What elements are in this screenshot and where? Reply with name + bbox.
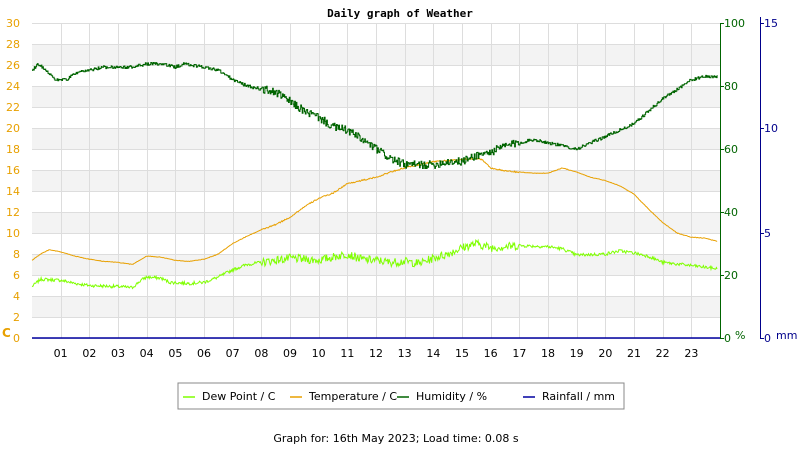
y-tick-label-temperature: 16 xyxy=(6,164,20,177)
legend-box xyxy=(177,382,625,410)
y-tick-label-temperature: 20 xyxy=(6,122,20,135)
y-tick-label-temperature: 30 xyxy=(6,17,20,30)
x-tick-label: 01 xyxy=(54,347,68,360)
x-tick-label: 18 xyxy=(541,347,555,360)
y-tick-label-humidity: 40 xyxy=(724,206,738,219)
footer-text: Graph for: 16th May 2023; Load time: 0.0… xyxy=(273,432,519,445)
x-tick-label: 12 xyxy=(369,347,383,360)
legend: Dew Point / C Temperature / C Humidity / %… xyxy=(177,382,625,410)
chart-title: Daily graph of Weather xyxy=(327,7,473,20)
x-tick-label: 13 xyxy=(398,347,412,360)
y-tick-label-temperature: 24 xyxy=(6,80,20,93)
y-tick-label-temperature: 28 xyxy=(6,38,20,51)
y-tick-label-humidity: 100 xyxy=(724,17,745,30)
axes: 246810121416182022242628300C204060801000… xyxy=(2,17,797,360)
legend-label: Dew Point / C xyxy=(202,390,276,403)
x-tick-label: 09 xyxy=(283,347,297,360)
x-tick-label: 06 xyxy=(197,347,211,360)
x-tick-label: 17 xyxy=(512,347,526,360)
series-line-temperature xyxy=(31,157,718,265)
y-tick-label-temperature: 2 xyxy=(13,311,20,324)
x-tick-label: 16 xyxy=(484,347,498,360)
x-tick-label: 05 xyxy=(168,347,182,360)
x-tick-label: 23 xyxy=(684,347,698,360)
legend-label: Humidity / % xyxy=(416,390,487,403)
series-lines xyxy=(31,62,720,339)
y-axis-unit-temperature: C xyxy=(2,326,11,340)
x-tick-label: 15 xyxy=(455,347,469,360)
x-tick-label: 07 xyxy=(226,347,240,360)
y-tick-label-humidity: 80 xyxy=(724,80,738,93)
y-tick-label-temperature: 10 xyxy=(6,227,20,240)
x-tick-label: 03 xyxy=(111,347,125,360)
legend-label: Temperature / C xyxy=(308,390,397,403)
y-tick-label-temperature: 18 xyxy=(6,143,20,156)
y-tick-label-temperature: 4 xyxy=(13,290,20,303)
y-tick-label-temperature: 12 xyxy=(6,206,20,219)
y-tick-label-rainfall: 15 xyxy=(764,17,778,30)
x-tick-label: 02 xyxy=(82,347,96,360)
series-line-dew xyxy=(31,238,718,290)
y-tick-label-temperature: 0 xyxy=(13,332,20,345)
y-tick-label-temperature: 14 xyxy=(6,185,20,198)
x-tick-label: 10 xyxy=(312,347,326,360)
y-tick-label-rainfall: 5 xyxy=(764,227,771,240)
x-tick-label: 14 xyxy=(426,347,440,360)
y-axis-unit-rainfall: mm xyxy=(776,329,797,342)
y-tick-label-rainfall: 10 xyxy=(764,122,778,135)
x-tick-label: 11 xyxy=(340,347,354,360)
x-tick-label: 20 xyxy=(598,347,612,360)
x-tick-label: 21 xyxy=(627,347,641,360)
y-axis-unit-humidity: % xyxy=(735,329,745,342)
x-tick-label: 08 xyxy=(254,347,268,360)
x-tick-label: 22 xyxy=(656,347,670,360)
x-tick-label: 19 xyxy=(570,347,584,360)
y-tick-label-humidity: 0 xyxy=(724,332,731,345)
series-line-humidity xyxy=(32,62,718,169)
x-tick-label: 04 xyxy=(140,347,154,360)
grid-lines xyxy=(32,23,720,339)
y-tick-label-humidity: 60 xyxy=(724,143,738,156)
y-tick-label-temperature: 22 xyxy=(6,101,20,114)
y-tick-label-humidity: 20 xyxy=(724,269,738,282)
legend-label: Rainfall / mm xyxy=(542,390,615,403)
y-tick-label-temperature: 6 xyxy=(13,269,20,282)
y-tick-label-temperature: 8 xyxy=(13,248,20,261)
y-tick-label-temperature: 26 xyxy=(6,59,20,72)
y-tick-label-rainfall: 0 xyxy=(764,332,771,345)
